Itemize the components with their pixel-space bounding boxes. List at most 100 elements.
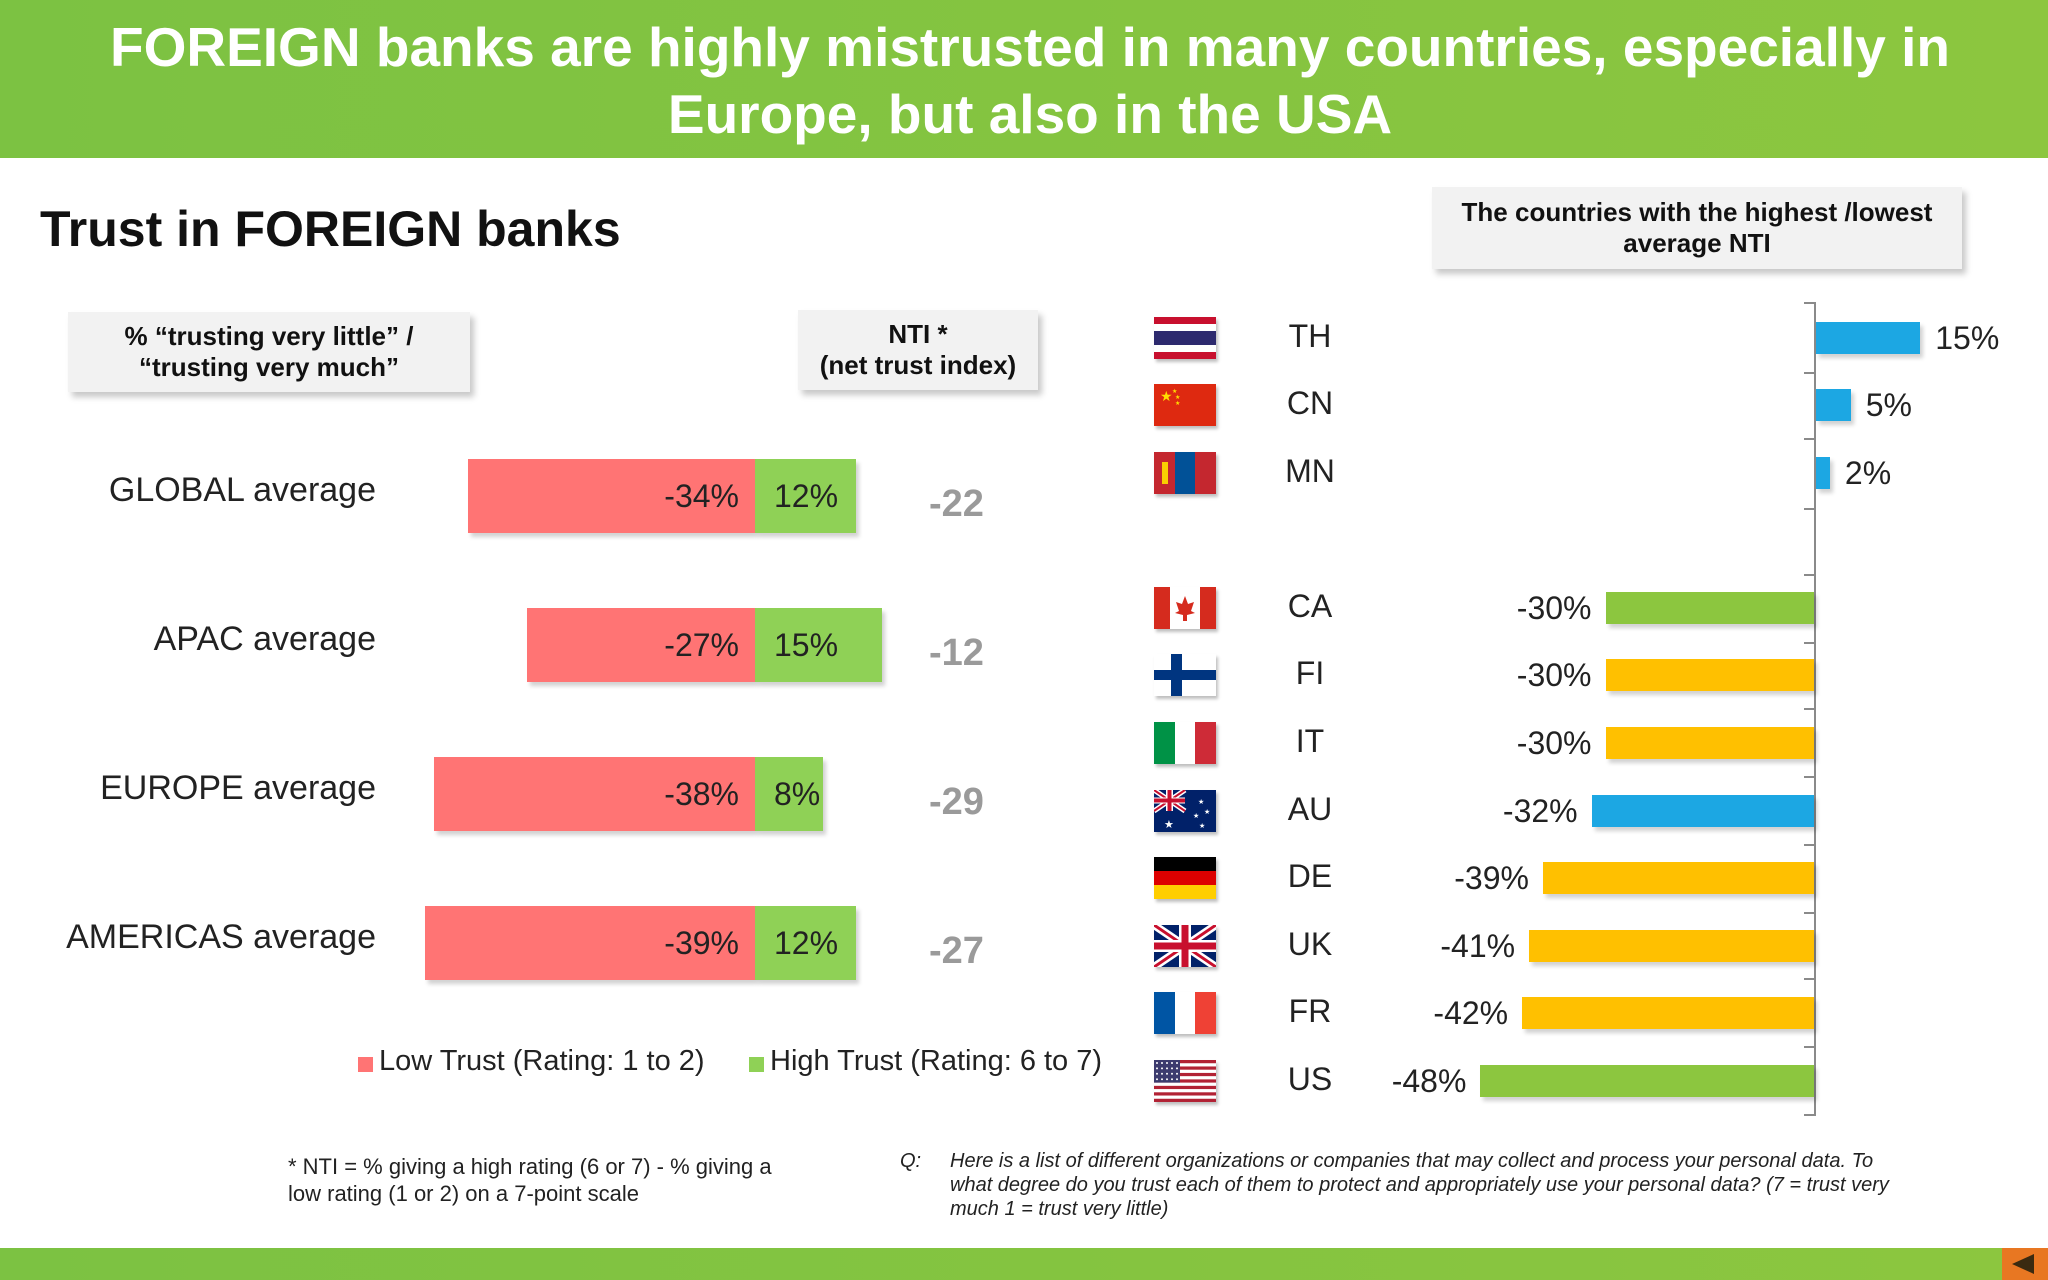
low-trust-value: -38% <box>664 776 739 812</box>
footnote-line2: low rating (1 or 2) on a 7-point scale <box>288 1181 639 1206</box>
nti-bar-value: -42% <box>1433 995 1509 1031</box>
thailand-flag <box>1154 317 1216 359</box>
pct-callout-line1: % “trusting very little” / <box>124 321 414 351</box>
nti-bar-value: -32% <box>1502 793 1578 829</box>
svg-text:★: ★ <box>1160 388 1173 404</box>
country-callout-line1: The countries with the highest /lowest <box>1461 197 1933 227</box>
legend-high-label: High Trust (Rating: 6 to 7) <box>770 1045 1103 1077</box>
category-label: GLOBAL average <box>108 471 376 509</box>
nti-bar-value: 5% <box>1865 387 1912 423</box>
axis-tick <box>1804 574 1814 576</box>
chart-title: Trust in FOREIGN banks <box>40 201 621 257</box>
nti-callout-line1: NTI * <box>888 319 948 349</box>
country-code: FI <box>1295 655 1325 691</box>
country-callout: The countries with the highest /lowest av… <box>1432 187 1962 269</box>
finland-flag <box>1154 654 1216 696</box>
nti-bar <box>1542 862 1814 894</box>
nti-value: -22 <box>929 483 984 525</box>
nti-bar <box>1605 727 1814 759</box>
nti-bar-value: -39% <box>1454 860 1529 896</box>
nti-bar-value: -30% <box>1516 590 1592 626</box>
legend-high-swatch <box>749 1057 764 1072</box>
svg-text:★: ★ <box>1175 394 1180 401</box>
country-code: UK <box>1287 926 1333 962</box>
france-flag <box>1154 992 1216 1034</box>
nti-bar <box>1605 659 1814 691</box>
nti-value: -27 <box>929 930 984 972</box>
high-trust-value: 15% <box>774 627 839 663</box>
nti-bar-value: -30% <box>1516 657 1592 693</box>
legend-low-swatch <box>358 1057 373 1072</box>
germany-flag <box>1154 857 1216 899</box>
country-code: TH <box>1288 318 1332 354</box>
italy-flag <box>1154 722 1216 764</box>
axis-tick <box>1804 372 1814 374</box>
country-code: FR <box>1288 993 1332 1029</box>
footnote-line1: * NTI = % giving a high rating (6 or 7) … <box>288 1154 772 1179</box>
axis-tick <box>1804 1046 1814 1048</box>
nti-bar-value: -41% <box>1440 928 1516 964</box>
nti-callout: NTI * (net trust index) <box>798 310 1038 390</box>
nti-bar <box>1591 795 1814 827</box>
nti-bar-value: -30% <box>1516 725 1592 761</box>
country-code: DE <box>1287 858 1333 894</box>
australia-flag: ★ ★ ★ ★ ★ <box>1154 790 1216 832</box>
axis-tick <box>1804 708 1814 710</box>
nti-callout-line2: (net trust index) <box>819 350 1017 380</box>
country-code: AU <box>1287 791 1333 827</box>
axis-tick <box>1804 508 1814 510</box>
nti-bar <box>1816 457 1830 489</box>
axis-tick <box>1804 978 1814 980</box>
high-trust-value: 12% <box>774 925 839 961</box>
question-line2: what degree do you trust each of them to… <box>950 1174 1889 1196</box>
nti-bar-value: 15% <box>1935 320 2000 356</box>
svg-text:★: ★ <box>1193 812 1199 820</box>
axis-tick <box>1804 912 1814 914</box>
question-line3: much 1 = trust very little) <box>950 1198 1169 1220</box>
svg-text:★: ★ <box>1175 400 1180 407</box>
low-trust-value: -39% <box>664 925 739 961</box>
nti-axis <box>1814 302 1816 1116</box>
nti-bar-value: 2% <box>1844 455 1892 491</box>
category-label: AMERICAS average <box>66 918 376 956</box>
high-trust-bar <box>755 906 857 980</box>
nti-bar <box>1816 322 1921 354</box>
country-code: CA <box>1287 588 1333 624</box>
china-flag: ★ ★ ★ ★ <box>1154 384 1216 426</box>
country-code: MN <box>1285 453 1335 489</box>
pct-callout: % “trusting very little” / “trusting very… <box>68 312 470 392</box>
header-bar <box>0 0 2048 158</box>
nti-bar <box>1605 592 1814 624</box>
legend-low-label: Low Trust (Rating: 1 to 2) <box>379 1045 705 1077</box>
question-label: Q: <box>900 1150 922 1172</box>
nti-bar-value: -48% <box>1391 1063 1467 1099</box>
triangle-left-icon <box>2012 1254 2034 1274</box>
svg-text:★: ★ <box>1164 819 1174 831</box>
axis-tick <box>1804 642 1814 644</box>
nti-bar <box>1522 997 1814 1029</box>
category-label: APAC average <box>153 620 376 658</box>
low-trust-bar <box>467 459 755 533</box>
axis-tick <box>1804 1114 1814 1116</box>
high-trust-value: 12% <box>774 478 839 514</box>
nti-footnote: * NTI = % giving a high rating (6 or 7) … <box>288 1153 772 1207</box>
low-trust-bar <box>433 757 755 831</box>
low-trust-bar <box>526 608 755 682</box>
country-code: CN <box>1286 385 1334 421</box>
nti-value: -12 <box>929 632 984 674</box>
high-trust-bar <box>755 608 882 682</box>
low-trust-value: -34% <box>664 478 739 514</box>
nti-bar <box>1816 389 1851 421</box>
nti-value: -29 <box>929 781 984 823</box>
low-trust-value: -27% <box>664 627 739 663</box>
page-title: FOREIGN banks are highly mistrusted in m… <box>110 16 1950 145</box>
mongolia-flag <box>1154 452 1216 494</box>
axis-tick <box>1804 302 1814 304</box>
high-trust-value: 8% <box>774 776 821 812</box>
uk-flag <box>1154 925 1216 967</box>
axis-tick <box>1804 776 1814 778</box>
svg-text:★: ★ <box>1199 822 1205 830</box>
usa-flag <box>1154 1060 1216 1102</box>
question-line1: Here is a list of different organization… <box>950 1150 1874 1172</box>
axis-tick <box>1804 438 1814 440</box>
